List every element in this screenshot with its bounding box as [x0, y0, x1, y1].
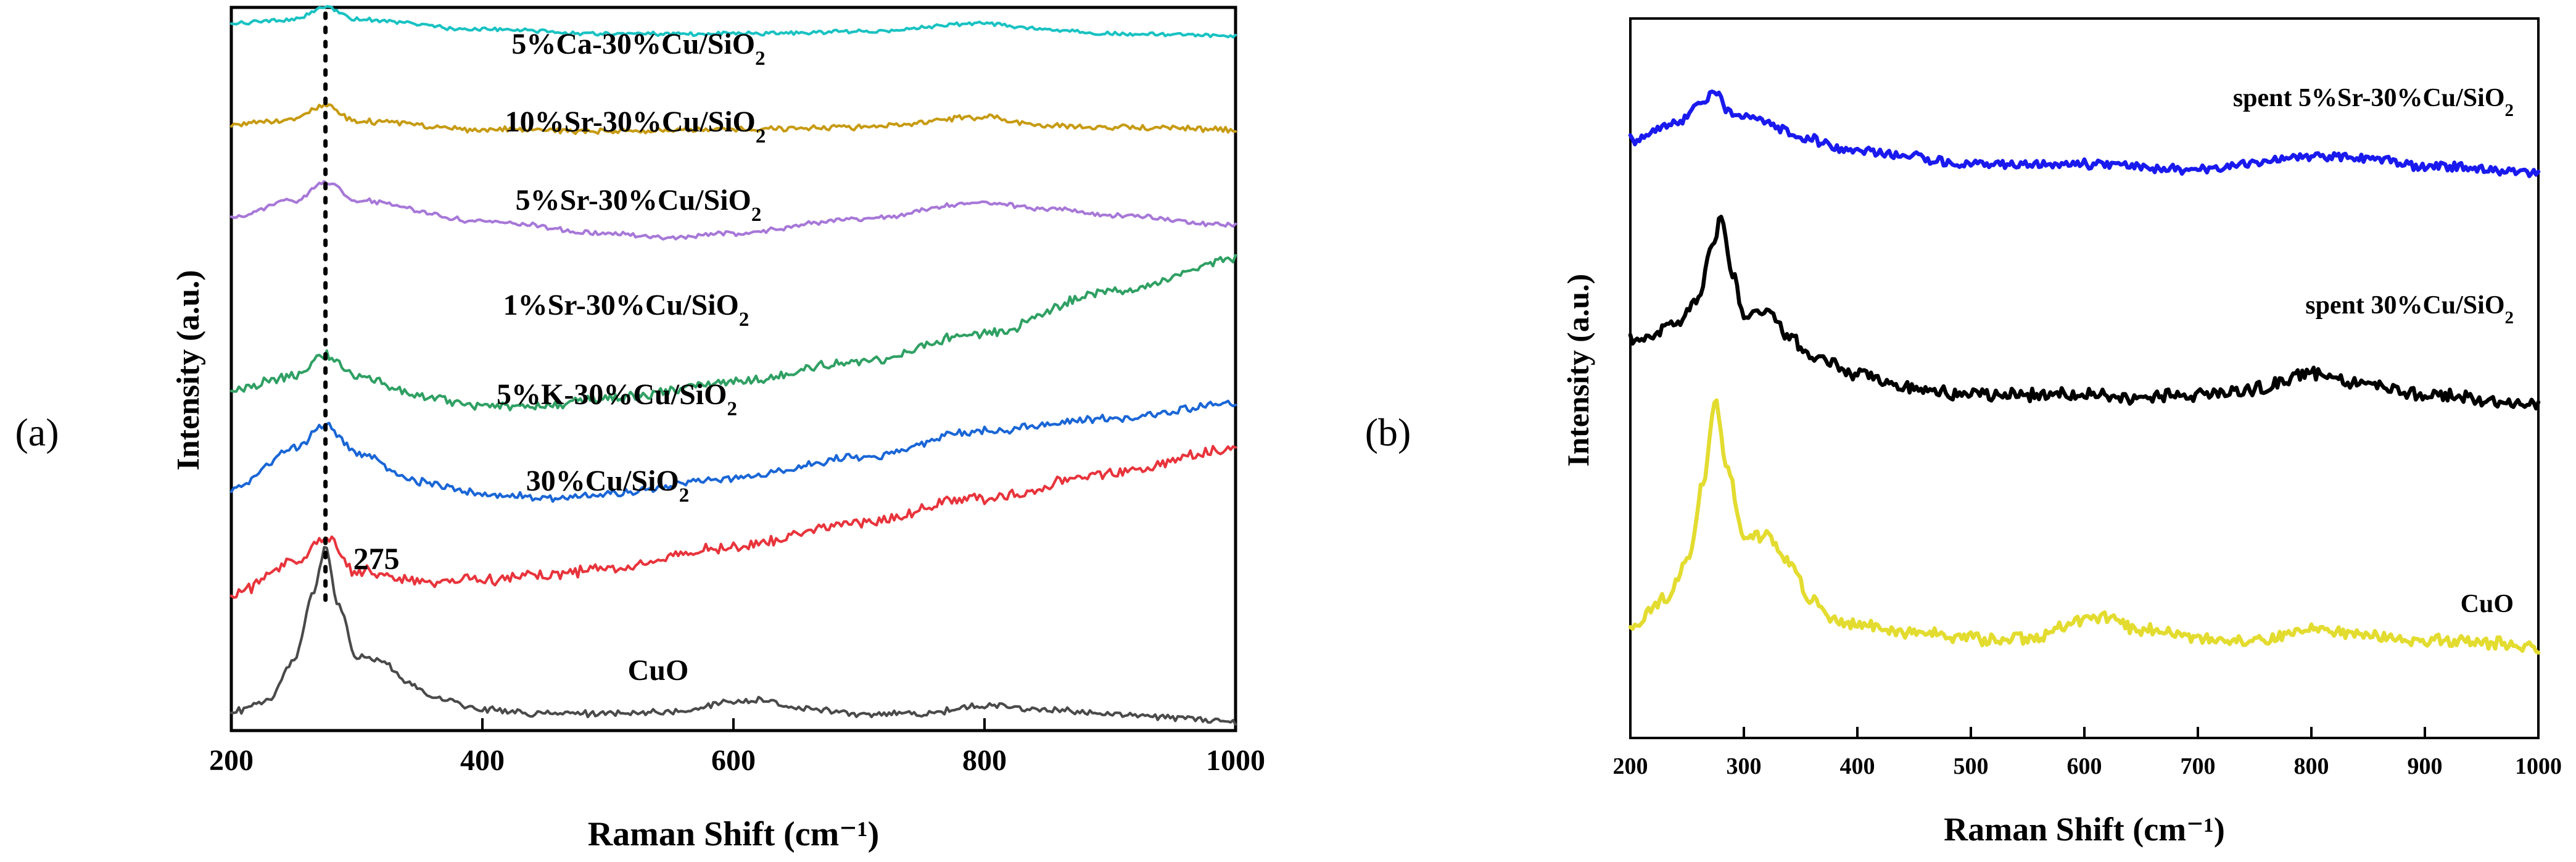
- series-label: CuO: [628, 654, 689, 687]
- panel-b-x-axis-label: Raman Shift (cm⁻¹): [1944, 811, 2225, 848]
- series-line: [229, 445, 1237, 599]
- series-line: [1628, 398, 2541, 655]
- x-tick-label: 1000: [2515, 753, 2562, 779]
- panel-b-series: [1628, 89, 2541, 655]
- series-label: 30%Cu/SiO2: [526, 465, 690, 507]
- x-tick-label: 200: [209, 744, 254, 777]
- x-tick-label: 600: [711, 744, 756, 777]
- x-tick-label: 600: [2067, 753, 2102, 779]
- x-tick-label: 400: [460, 744, 505, 777]
- panel-a-x-ticks: 200 400 600 800 1000: [209, 718, 1265, 777]
- panel-a-y-axis-label: Intensity (a.u.): [171, 270, 206, 470]
- series-label: CuO: [2461, 590, 2514, 618]
- x-tick-label: 500: [1954, 753, 1989, 779]
- x-tick-label: 200: [1613, 753, 1648, 779]
- x-tick-label: 400: [1840, 753, 1875, 779]
- series-line: [1628, 215, 2541, 411]
- x-tick-label: 300: [1727, 753, 1762, 779]
- series-label: spent 30%Cu/SiO2: [2305, 291, 2514, 328]
- series-line: [229, 180, 1237, 241]
- x-tick-label: 800: [2294, 753, 2329, 779]
- series-line: [1628, 89, 2541, 178]
- series-line: [229, 103, 1237, 135]
- panel-a-series: [229, 5, 1237, 726]
- panel-b-x-ticks: 200 300 400 500 600 700 800 900 1000: [1613, 727, 2562, 779]
- series-label: 5%K-30%Cu/SiO2: [497, 378, 737, 420]
- panel-a-series-labels: 5%Ca-30%Cu/SiO2 10%Sr-30%Cu/SiO2 5%Sr-30%C…: [497, 28, 766, 687]
- x-tick-label: 800: [962, 744, 1007, 777]
- panel-b-y-axis-label: Intensity (a.u.): [1561, 274, 1595, 467]
- series-label: 10%Sr-30%Cu/SiO2: [505, 106, 766, 147]
- x-tick-label: 700: [2181, 753, 2216, 779]
- series-label: 5%Ca-30%Cu/SiO2: [511, 28, 765, 70]
- series-label: 5%Sr-30%Cu/SiO2: [516, 184, 762, 226]
- series-line: [229, 545, 1237, 726]
- panel-a-x-axis-label: Raman Shift (cm⁻¹): [588, 815, 880, 853]
- panel-b-plot-frame: [1629, 17, 2540, 739]
- x-tick-label: 900: [2408, 753, 2443, 779]
- panel-a-label: (a): [15, 410, 59, 454]
- series-line: [229, 399, 1237, 503]
- panel-b-label: (b): [1365, 410, 1411, 454]
- series-line: [229, 5, 1237, 39]
- series-label: 1%Sr-30%Cu/SiO2: [503, 289, 749, 331]
- panel-a-peak-label: 275: [353, 541, 400, 576]
- series-label: spent 5%Sr-30%Cu/SiO2: [2233, 84, 2514, 120]
- x-tick-label: 1000: [1206, 744, 1265, 777]
- panel-b-series-labels: spent 5%Sr-30%Cu/SiO2 spent 30%Cu/SiO2 CuO: [2233, 84, 2514, 618]
- panel-b: (b) 200 300 400 500 600 700 800 900 1000 spent 5…: [1365, 17, 2562, 848]
- series-line: [229, 254, 1237, 412]
- panel-a: (a) 200 400 600 800 1000 5%Ca-30%Cu/SiO2 10%S…: [15, 5, 1265, 853]
